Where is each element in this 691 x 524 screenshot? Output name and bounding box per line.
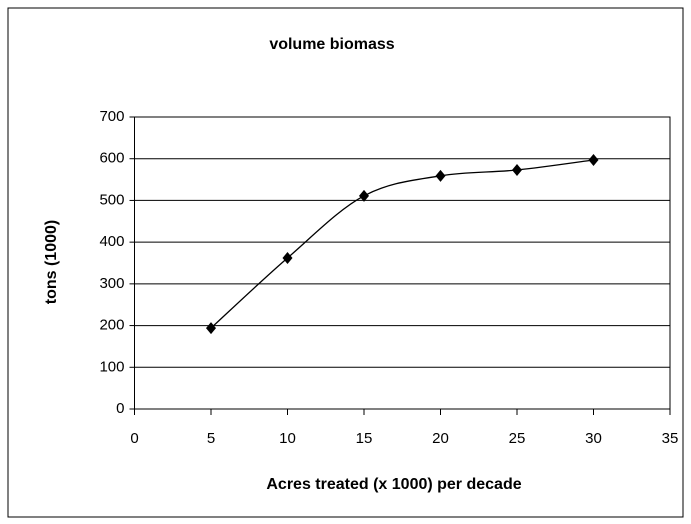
x-tick-label: 20 [432,430,449,447]
x-tick-label: 35 [662,430,679,447]
plot-area [134,116,671,410]
y-tick-label: 100 [99,358,124,375]
y-tick-label: 200 [99,317,124,334]
y-tick-label: 600 [99,150,124,167]
x-tick-label: 30 [585,430,602,447]
y-tick-label: 700 [99,108,124,125]
x-tick-label: 5 [207,430,215,447]
data-point [435,169,446,182]
y-tick-label: 0 [116,400,124,417]
x-axis-label: Acres treated (x 1000) per decade [266,476,521,493]
x-tick-label: 15 [356,430,373,447]
data-point [588,153,599,166]
y-axis-label: tons (1000) [43,220,60,304]
y-tick-label: 300 [99,275,124,292]
data-point [206,322,216,335]
data-point [359,189,369,202]
data-point [282,251,293,264]
y-tick-label: 400 [99,233,124,250]
y-tick-label: 500 [99,191,124,208]
x-tick-label: 25 [509,430,526,447]
x-tick-label: 10 [279,430,296,447]
x-tick-label: 0 [130,430,138,447]
chart-title: volume biomass [269,36,394,53]
data-point [512,163,522,176]
